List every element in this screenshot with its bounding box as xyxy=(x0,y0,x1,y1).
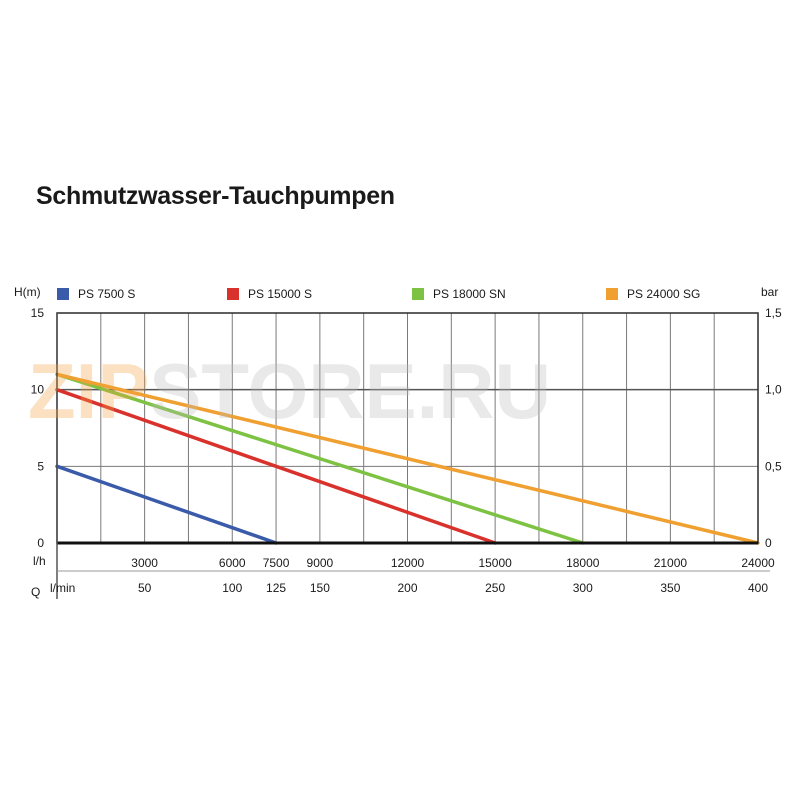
legend-label: PS 7500 S xyxy=(78,287,135,301)
watermark-part-2: STORE.RU xyxy=(149,347,551,435)
x-tick-label-lmin: 100 xyxy=(222,581,242,595)
x-tick-label-lmin: 150 xyxy=(310,581,330,595)
y-tick-label: 10 xyxy=(31,383,45,397)
legend-label: PS 15000 S xyxy=(248,287,312,301)
x-tick-label-lmin: 400 xyxy=(748,581,768,595)
x-axis-label: Q xyxy=(31,585,40,599)
x-tick-label-lh: 24000 xyxy=(741,556,775,570)
y-axis-label-left: H(m) xyxy=(14,285,41,299)
legend-swatch xyxy=(606,288,618,300)
series-line-3 xyxy=(55,372,585,545)
legend-swatch xyxy=(57,288,69,300)
series-line-1 xyxy=(55,464,278,545)
watermark: ZIPSTORE.RU xyxy=(28,347,551,435)
x-tick-label-lmin: 50 xyxy=(138,581,152,595)
page-title: Schmutzwasser-Tauchpumpen xyxy=(36,182,395,210)
y-right-tick-label: 0 xyxy=(765,536,772,550)
x-tick-label-lmin: 200 xyxy=(397,581,417,595)
series-line-4 xyxy=(55,372,760,545)
y-tick-label: 0 xyxy=(37,536,44,550)
legend-swatch xyxy=(227,288,239,300)
x-tick-label-lmin: 350 xyxy=(660,581,680,595)
x-tick-label-lh: 18000 xyxy=(566,556,600,570)
y-tick-label: 15 xyxy=(31,306,45,320)
watermark-text: ZIPSTORE.RU xyxy=(28,347,551,435)
x-tick-label-lh: 21000 xyxy=(654,556,688,570)
y-right-tick-label: 1,5 xyxy=(765,306,782,320)
x-unit-bottom-label: l/min xyxy=(50,581,75,595)
y-tick-label: 5 xyxy=(37,459,44,473)
series-layer xyxy=(55,372,760,545)
x-tick-label-lh: 9000 xyxy=(307,556,334,570)
legend: PS 7500 S PS 15000 S PS 18000 SN PS 24000 S… xyxy=(57,287,700,301)
y-right-tick-label: 1,0 xyxy=(765,383,782,397)
legend-label: PS 24000 SG xyxy=(627,287,700,301)
x-tick-label-lh: 3000 xyxy=(131,556,158,570)
x-tick-label-lmin: 250 xyxy=(485,581,505,595)
watermark-part-1: ZIP xyxy=(28,347,149,435)
x-tick-label-lmin: 300 xyxy=(573,581,593,595)
x-tick-label-lmin: 125 xyxy=(266,581,286,595)
x-unit-top-label: l/h xyxy=(33,554,46,568)
y-right-tick-label: 0,5 xyxy=(765,459,782,473)
axes xyxy=(56,312,770,599)
x-tick-label-lh: 15000 xyxy=(478,556,512,570)
y-axis-label-right: bar xyxy=(761,285,778,299)
legend-label: PS 18000 SN xyxy=(433,287,506,301)
x-tick-label-lh: 12000 xyxy=(391,556,425,570)
legend-swatch xyxy=(412,288,424,300)
x-tick-label-lh: 7500 xyxy=(263,556,290,570)
x-tick-label-lh: 6000 xyxy=(219,556,246,570)
series-line-2 xyxy=(55,387,497,545)
